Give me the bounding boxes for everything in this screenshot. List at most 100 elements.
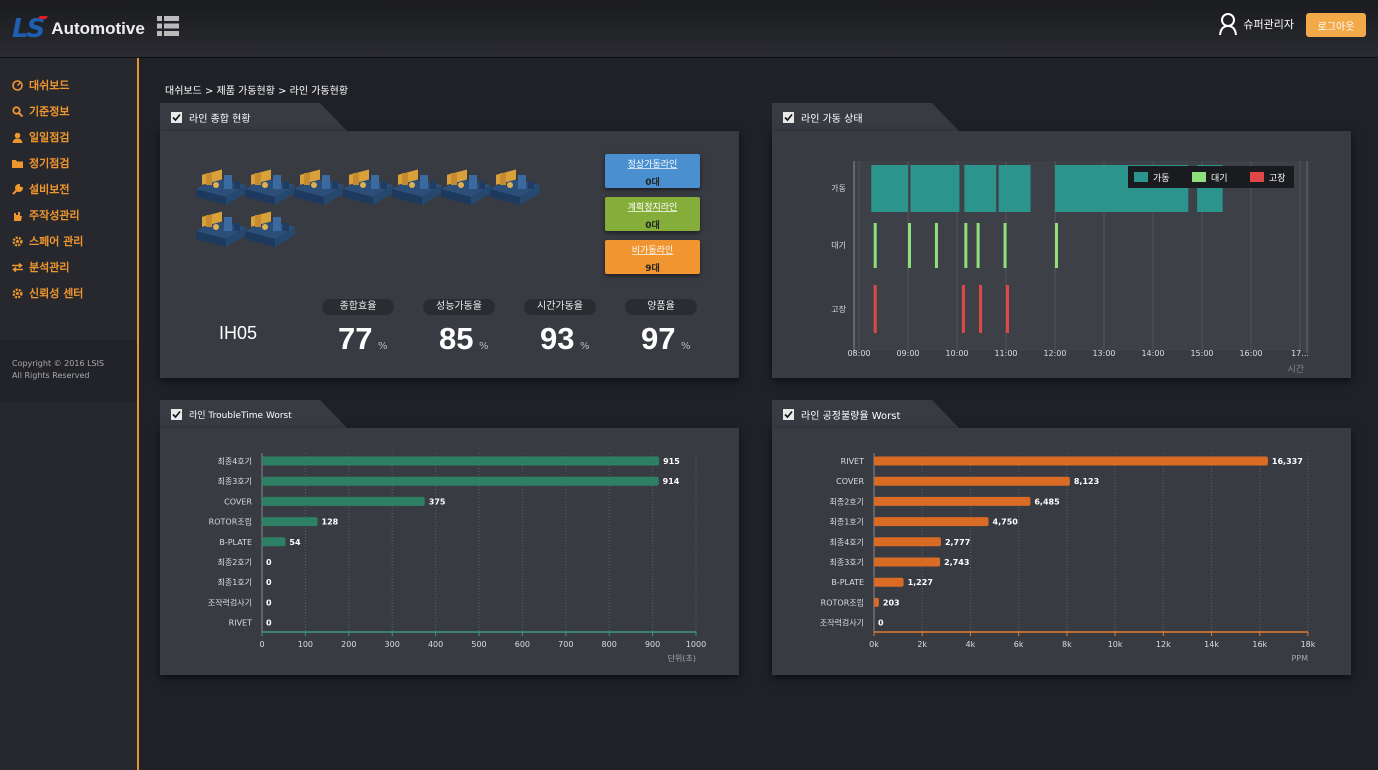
kpi-label: 시간가동율 — [524, 299, 596, 315]
fault-interval — [1006, 285, 1009, 333]
category-label: ROTOR조립 — [209, 518, 252, 527]
checkbox-icon[interactable] — [171, 112, 182, 123]
troubletime-bar-chart: 0 100 200 300 400 500 600 700 800 900 1000 최종4호기 915… — [208, 453, 706, 663]
x-tick-label: 600 — [515, 640, 530, 649]
data-label: 0 — [266, 578, 272, 587]
sidebar-item-8[interactable]: 신뢰성 센터 — [0, 280, 137, 306]
status-value: 0대 — [645, 178, 660, 188]
user-icon — [1219, 13, 1238, 36]
status-button[interactable]: 정상가동라인 0대 — [605, 154, 700, 188]
category-label: 최종4호기 — [829, 537, 864, 547]
bar[interactable] — [874, 537, 941, 547]
x-tick-label: 4k — [966, 640, 976, 649]
sidebar-item-5[interactable]: 주작성관리 — [0, 202, 137, 228]
wait-interval — [1055, 223, 1058, 268]
bar[interactable] — [262, 517, 318, 527]
wait-interval — [1003, 223, 1007, 268]
data-label: 1,227 — [908, 578, 933, 587]
sidebar-item-0[interactable]: 대쉬보드 — [0, 72, 137, 98]
list-menu-icon[interactable] — [157, 15, 179, 37]
x-tick-label: 10:00 — [945, 349, 968, 358]
panel-title: 라인 종합 현황 — [189, 114, 251, 125]
category-label: RIVET — [229, 619, 252, 628]
user-info[interactable]: 슈퍼관리자 — [1218, 12, 1294, 36]
bar[interactable] — [874, 456, 1268, 466]
x-tick-label: 10k — [1108, 640, 1123, 649]
bar[interactable] — [874, 597, 879, 607]
x-tick-label: 300 — [385, 640, 400, 649]
logo[interactable]: LS Automotive — [12, 14, 145, 44]
hand-icon — [12, 210, 23, 221]
x-tick-label: 0 — [259, 640, 264, 649]
machine-image[interactable] — [292, 167, 346, 207]
bar[interactable] — [262, 537, 286, 547]
logout-button[interactable]: 로그아웃 — [1306, 13, 1366, 37]
category-label: ROTOR조립 — [821, 598, 864, 607]
machine-image[interactable] — [194, 167, 248, 207]
panel-title: 라인 TroubleTime Worst — [189, 411, 292, 421]
status-label: 비가동라인 — [631, 246, 674, 256]
bar[interactable] — [874, 557, 941, 567]
data-label: 8,123 — [1074, 477, 1099, 486]
machine-image[interactable] — [243, 167, 297, 207]
category-label: 최종2호기 — [829, 496, 864, 506]
x-tick-label: 14k — [1204, 640, 1219, 649]
sidebar-item-label: 주작성관리 — [29, 209, 80, 222]
machine-image[interactable] — [341, 167, 395, 207]
checkbox-icon[interactable] — [783, 409, 794, 420]
status-value: 9대 — [645, 264, 660, 274]
sidebar-item-3[interactable]: 정기점검 — [0, 150, 137, 176]
status-button[interactable]: 계획정지라인 0대 — [605, 197, 700, 231]
machine-image[interactable] — [390, 167, 444, 207]
checkbox-icon[interactable] — [171, 409, 182, 420]
sidebar-item-label: 신뢰성 센터 — [29, 287, 84, 300]
line-name: IH05 — [219, 323, 258, 343]
sidebar-item-6[interactable]: 스페어 관리 — [0, 228, 137, 254]
bar[interactable] — [262, 496, 425, 506]
machine-image[interactable] — [243, 209, 297, 249]
x-tick-label: 8k — [1062, 640, 1072, 649]
machine-image[interactable] — [439, 167, 493, 207]
category-label: 최종4호기 — [217, 456, 252, 466]
sidebar-item-label: 기준정보 — [29, 105, 70, 118]
panel-title: 라인 가동 상태 — [801, 114, 863, 125]
data-label: 128 — [322, 518, 339, 527]
wait-interval — [964, 223, 968, 268]
x-tick-label: 900 — [645, 640, 660, 649]
sidebar-item-1[interactable]: 기준정보 — [0, 98, 137, 124]
sidebar-item-2[interactable]: 일일점검 — [0, 124, 137, 150]
legend-label: 대기 — [1211, 173, 1228, 184]
bar[interactable] — [874, 496, 1031, 506]
checkbox-icon[interactable] — [783, 112, 794, 123]
category-label: 최종1호기 — [217, 577, 252, 587]
copyright-line: Copyright © 2016 LSIS — [12, 359, 105, 368]
header: LS Automotive 슈퍼관리자 로그아웃 — [0, 0, 1378, 58]
data-label: 4,750 — [993, 518, 1019, 527]
x-tick-label: 11:00 — [994, 349, 1017, 358]
kpi-unit: % — [681, 341, 691, 352]
bar[interactable] — [874, 577, 904, 587]
bar[interactable] — [262, 456, 660, 466]
kpi-unit: % — [378, 341, 388, 352]
machine-image[interactable] — [488, 167, 542, 207]
kpi-label: 종합효율 — [322, 299, 394, 315]
defect-rate-bar-chart: 0k 2k 4k 6k 8k 10k 12k 14k 16k 18k RIVET 16,337 COVE… — [820, 453, 1316, 663]
status-button[interactable]: 비가동라인 9대 — [605, 240, 700, 274]
bar[interactable] — [262, 476, 659, 486]
x-axis-label: 시간 — [1287, 364, 1304, 375]
data-label: 2,743 — [944, 558, 969, 567]
legend-swatch — [1134, 172, 1148, 182]
sidebar-item-4[interactable]: 설비보전 — [0, 176, 137, 202]
data-label: 915 — [663, 457, 680, 466]
x-tick-label: 700 — [558, 640, 573, 649]
wrench-icon — [12, 183, 24, 195]
gear-icon — [12, 288, 23, 299]
machine-image[interactable] — [194, 209, 248, 249]
panel-tab: 라인 가동 상태 — [772, 103, 960, 132]
category-label: 대기 — [831, 241, 846, 250]
legend-label: 가동 — [1153, 173, 1170, 184]
x-tick-label: 500 — [471, 640, 486, 649]
bar[interactable] — [874, 517, 989, 527]
sidebar-item-7[interactable]: 분석관리 — [0, 254, 137, 280]
bar[interactable] — [874, 476, 1070, 486]
